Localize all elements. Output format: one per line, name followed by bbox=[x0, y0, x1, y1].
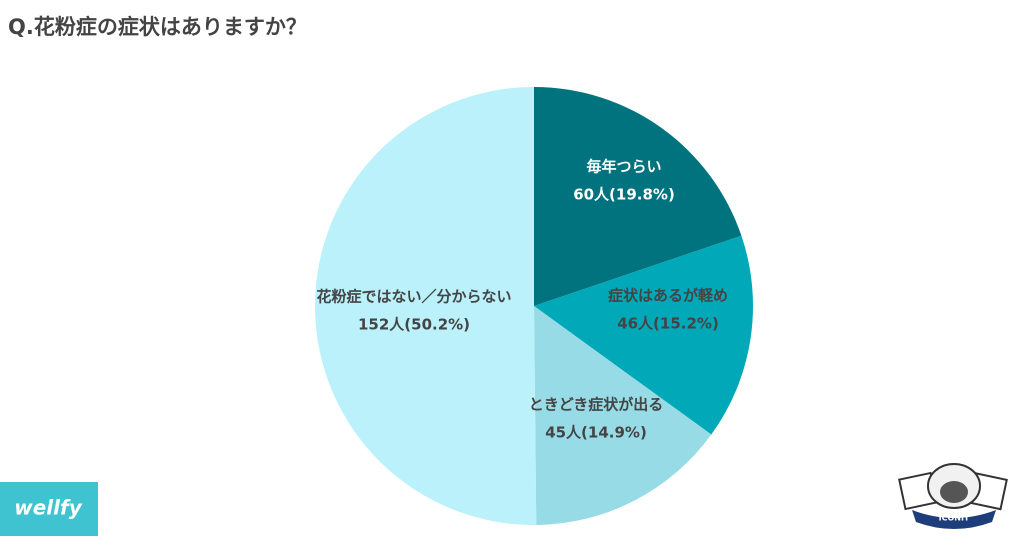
slice-category: 症状はあるが軽め bbox=[608, 287, 728, 305]
pie-slice bbox=[534, 235, 753, 435]
pie bbox=[314, 86, 753, 525]
slice-category: 花粉症ではない／分からない bbox=[316, 288, 511, 306]
slice-category: ときどき症状が出る bbox=[529, 396, 664, 414]
pie-slice bbox=[314, 86, 537, 525]
wellfy-logo: wellfy bbox=[14, 496, 82, 520]
slice-category: 毎年つらい bbox=[586, 158, 661, 176]
slice-value-label: 46人(15.2%) bbox=[617, 315, 719, 333]
pie-slice bbox=[534, 306, 712, 525]
iconit-text: ICONIT bbox=[939, 514, 970, 523]
pie-slice bbox=[534, 87, 742, 306]
slice-value-label: 60人(19.8%) bbox=[573, 186, 675, 204]
slice-value-label: 45人(14.9%) bbox=[545, 424, 647, 442]
chart-title: Q.花粉症の症状はありますか？ bbox=[8, 15, 307, 39]
iconit-logo: ICONIT bbox=[898, 463, 1008, 529]
wellfy-logo-box bbox=[0, 482, 98, 536]
slice-value-label: 152人(50.2%) bbox=[358, 316, 470, 334]
labels: 毎年つらい 60人(19.8%) 症状はあるが軽め 46人(15.2%) ときどき症状が… bbox=[316, 158, 728, 442]
